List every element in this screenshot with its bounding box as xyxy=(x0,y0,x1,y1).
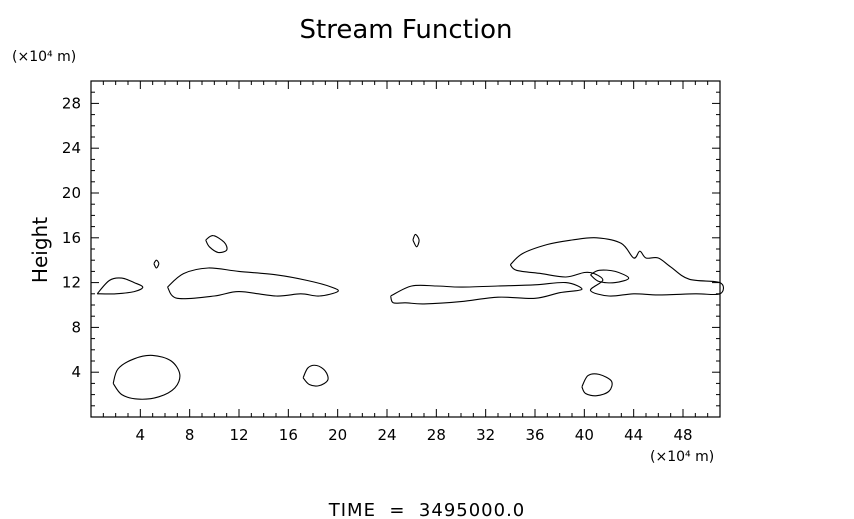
contour-band-right-upper xyxy=(509,237,724,297)
contour-small-loop-26-16 xyxy=(412,233,420,248)
contour-inner-loop-right xyxy=(590,269,630,284)
x-tick-label: 4 xyxy=(136,426,146,444)
chart-title: Stream Function xyxy=(300,15,513,45)
y-tick-label: 4 xyxy=(71,363,81,381)
x-tick-label: 40 xyxy=(575,426,594,444)
contour-group xyxy=(96,233,724,400)
y-tick-label: 16 xyxy=(62,229,81,247)
x-tick-label: 20 xyxy=(328,426,347,444)
x-tick-label: 28 xyxy=(427,426,446,444)
contour-small-loop-5-14 xyxy=(153,259,160,269)
contour-band-left-small xyxy=(96,277,144,295)
y-axis-unit: (×10⁴ m) xyxy=(12,49,76,65)
contour-band-right-lower xyxy=(390,281,583,305)
contour-ellipse-bottom-left xyxy=(112,354,181,400)
y-tick-label: 12 xyxy=(62,274,81,292)
contour-small-loop-10-15 xyxy=(205,235,228,254)
y-tick-label: 28 xyxy=(62,94,81,112)
y-tick-label: 8 xyxy=(71,318,81,336)
x-tick-label: 24 xyxy=(377,426,396,444)
x-tick-label: 12 xyxy=(229,426,248,444)
plot-frame xyxy=(90,80,721,418)
x-tick-label: 36 xyxy=(525,426,544,444)
contour-ellipse-18 xyxy=(302,364,329,387)
x-tick-label: 16 xyxy=(279,426,298,444)
x-axis-unit: (×10⁴ m) xyxy=(650,449,714,465)
contour-band-left-main xyxy=(167,267,339,300)
y-axis-label: Height xyxy=(28,217,52,283)
x-tick-label: 44 xyxy=(624,426,643,444)
contour-ellipse-41 xyxy=(581,373,613,397)
y-tick-label: 20 xyxy=(62,184,81,202)
time-footer: TIME = 3495000.0 xyxy=(328,500,526,519)
x-tick-label: 32 xyxy=(476,426,495,444)
x-tick-label: 48 xyxy=(673,426,692,444)
y-tick-label: 24 xyxy=(62,139,81,157)
x-tick-label: 8 xyxy=(185,426,195,444)
